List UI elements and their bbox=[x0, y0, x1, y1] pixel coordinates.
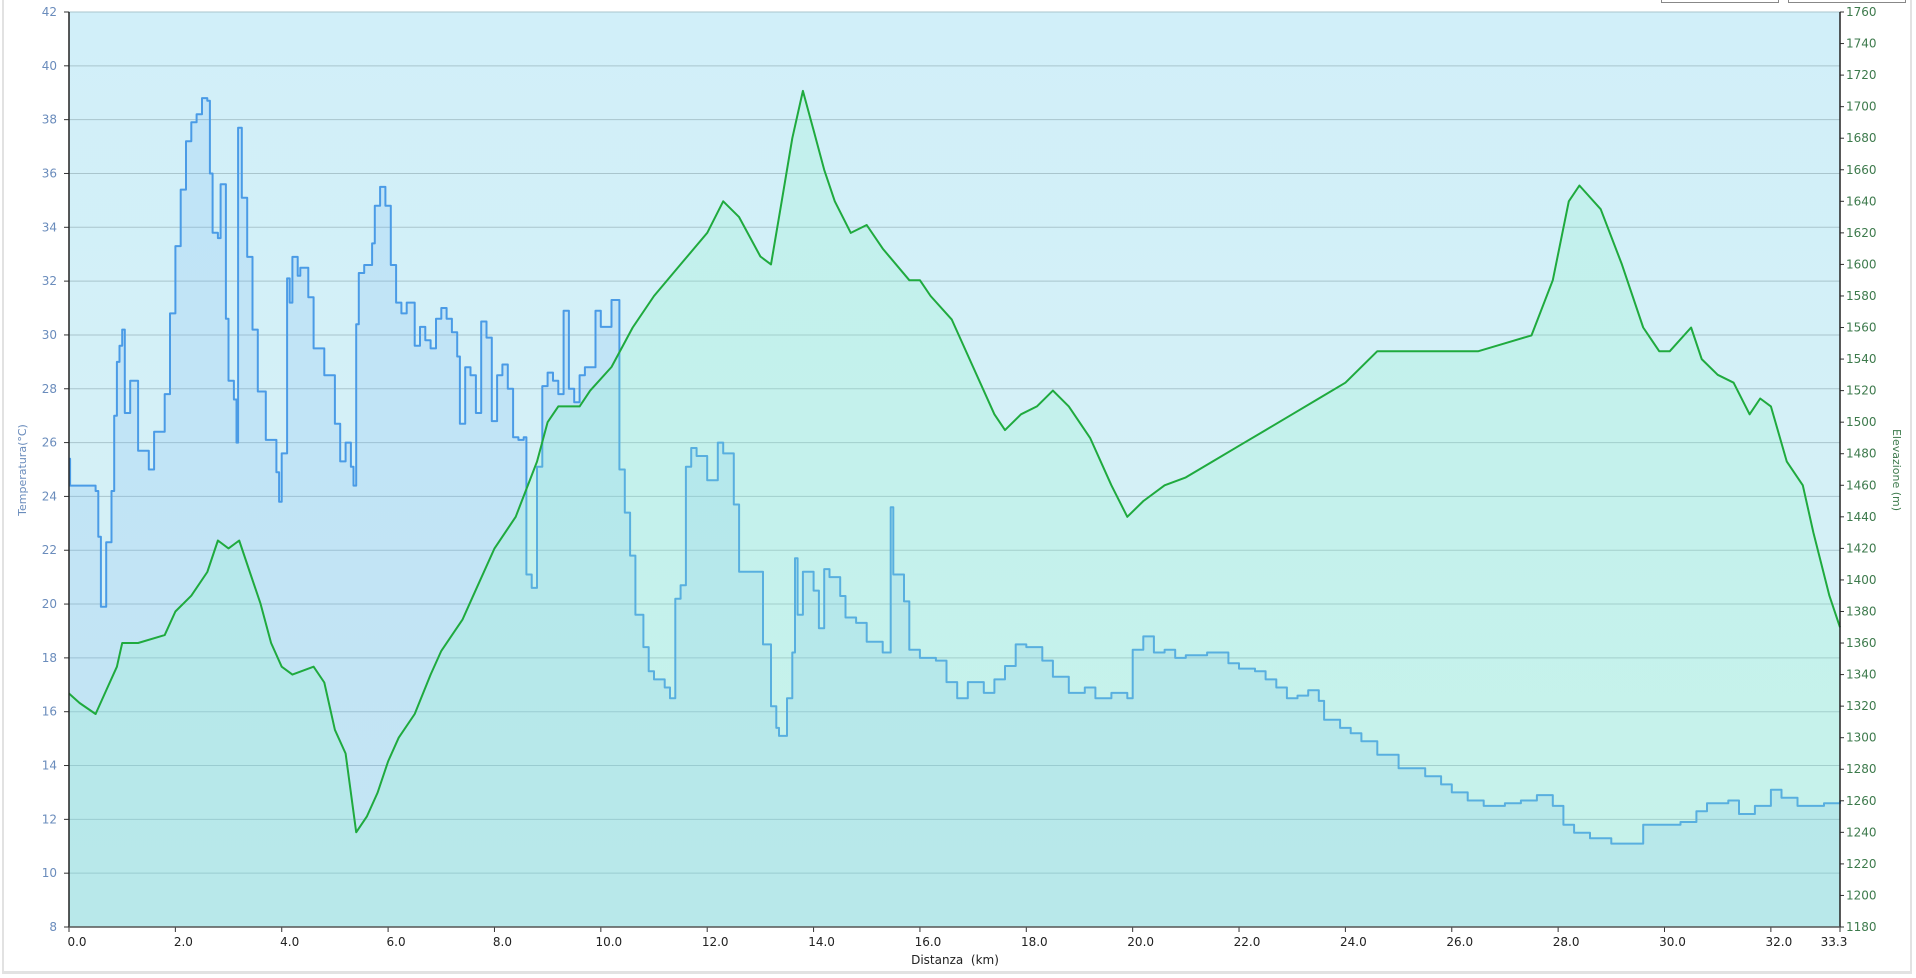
y2-tick-label: 1400 bbox=[1846, 573, 1877, 587]
axes: 8 10 12 14 16 18 20 22 24 26 28 30 32 34 36 38 40 42 1180 1… bbox=[42, 5, 1877, 949]
y2-tick-label: 1480 bbox=[1846, 447, 1877, 461]
y2-tick-label: 1580 bbox=[1846, 289, 1877, 303]
y-tick-label: 12 bbox=[42, 812, 57, 826]
y2-tick-label: 1280 bbox=[1846, 762, 1877, 776]
y-tick-label: 16 bbox=[42, 705, 57, 719]
y2-tick-label: 1260 bbox=[1846, 794, 1877, 808]
toolbar-button-1[interactable] bbox=[1661, 0, 1779, 3]
y2-tick-label: 1420 bbox=[1846, 541, 1877, 555]
y2-tick-label: 1620 bbox=[1846, 226, 1877, 240]
y-tick-label: 36 bbox=[42, 166, 57, 180]
y2-tick-label: 1760 bbox=[1846, 5, 1877, 19]
y-axis-title: Temperatura(°C) bbox=[16, 424, 29, 517]
y2-tick-label: 1340 bbox=[1846, 668, 1877, 682]
gridlines bbox=[69, 11, 1840, 874]
x-tick-label: 4.0 bbox=[280, 935, 299, 949]
elevation-area bbox=[69, 90, 1840, 927]
y-tick-label: 30 bbox=[42, 328, 57, 342]
y-tick-label: 22 bbox=[42, 543, 57, 557]
y2-tick-label: 1520 bbox=[1846, 384, 1877, 398]
y2-tick-label: 1560 bbox=[1846, 321, 1877, 335]
x-tick-label: 18.0 bbox=[1021, 935, 1048, 949]
x-tick-label: 24.0 bbox=[1340, 935, 1367, 949]
x-tick-label: 20.0 bbox=[1127, 935, 1154, 949]
y-tick-label: 38 bbox=[42, 113, 57, 127]
x-axis-title: Distanza (km) bbox=[911, 953, 999, 967]
y-tick-label: 34 bbox=[42, 220, 57, 234]
plot-background bbox=[69, 12, 1840, 927]
y-tick-label: 20 bbox=[42, 597, 57, 611]
y-tick-label: 10 bbox=[42, 866, 57, 880]
y2-tick-label: 1240 bbox=[1846, 825, 1877, 839]
y-tick-label: 28 bbox=[42, 382, 57, 396]
y2-tick-label: 1220 bbox=[1846, 857, 1877, 871]
y2-tick-label: 1200 bbox=[1846, 888, 1877, 902]
y-tick-label: 40 bbox=[42, 59, 57, 73]
x-tick-label: 16.0 bbox=[915, 935, 942, 949]
y2-tick-label: 1720 bbox=[1846, 68, 1877, 82]
y2-tick-label: 1500 bbox=[1846, 415, 1877, 429]
y2-tick-label: 1460 bbox=[1846, 478, 1877, 492]
x-tick-label: 32.0 bbox=[1766, 935, 1793, 949]
x-tick-label: 6.0 bbox=[387, 935, 406, 949]
y2-axis-title: Elevazione (m) bbox=[1890, 429, 1903, 511]
x-tick-label: 22.0 bbox=[1234, 935, 1261, 949]
y2-tick-label: 1660 bbox=[1846, 163, 1877, 177]
x-tick-label: 2.0 bbox=[174, 935, 193, 949]
x-tick-label: 30.0 bbox=[1659, 935, 1686, 949]
y2-tick-label: 1180 bbox=[1846, 920, 1877, 934]
y2-tick-label: 1380 bbox=[1846, 604, 1877, 618]
series-layer bbox=[68, 89, 1841, 928]
y2-tick-label: 1680 bbox=[1846, 131, 1877, 145]
y-tick-label: 42 bbox=[42, 5, 57, 19]
y2-tick-label: 1320 bbox=[1846, 699, 1877, 713]
y2-tick-label: 1600 bbox=[1846, 257, 1877, 271]
y-tick-label: 32 bbox=[42, 274, 57, 288]
x-tick-label: 12.0 bbox=[702, 935, 729, 949]
x-tick-label: 10.0 bbox=[595, 935, 622, 949]
y2-tick-label: 1740 bbox=[1846, 37, 1877, 51]
y-tick-label: 14 bbox=[42, 759, 57, 773]
y-tick-label: 24 bbox=[42, 489, 57, 503]
x-tick-label: 0.0 bbox=[67, 935, 86, 949]
y-tick-label: 18 bbox=[42, 651, 57, 665]
x-tick-label: 33.3 bbox=[1821, 935, 1848, 949]
toolbar-button-2[interactable] bbox=[1788, 0, 1906, 3]
y2-tick-label: 1360 bbox=[1846, 636, 1877, 650]
y2-tick-label: 1440 bbox=[1846, 510, 1877, 524]
temperature-line bbox=[69, 97, 1841, 845]
x-tick-label: 8.0 bbox=[493, 935, 512, 949]
elevation-line bbox=[68, 89, 1841, 834]
temperature-area bbox=[69, 98, 1840, 928]
x-tick-label: 26.0 bbox=[1446, 935, 1473, 949]
y-tick-label: 8 bbox=[49, 920, 57, 934]
y2-tick-label: 1700 bbox=[1846, 100, 1877, 114]
y2-tick-label: 1640 bbox=[1846, 194, 1877, 208]
x-tick-label: 14.0 bbox=[808, 935, 835, 949]
y2-tick-label: 1540 bbox=[1846, 352, 1877, 366]
x-tick-label: 28.0 bbox=[1553, 935, 1580, 949]
y-tick-label: 26 bbox=[42, 436, 57, 450]
y2-tick-label: 1300 bbox=[1846, 731, 1877, 745]
